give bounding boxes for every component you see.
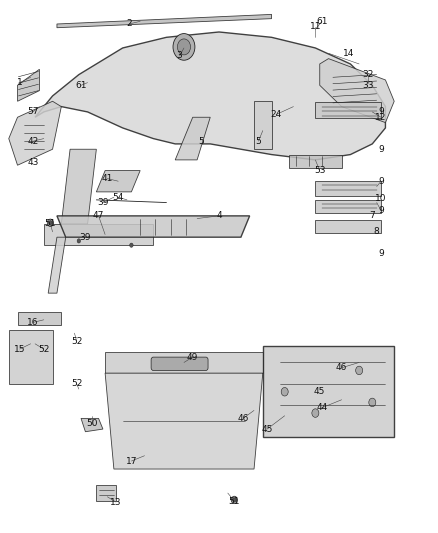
Text: 9: 9: [378, 206, 384, 215]
Circle shape: [233, 498, 236, 502]
Text: 57: 57: [27, 108, 39, 116]
Text: 39: 39: [80, 233, 91, 241]
Polygon shape: [105, 352, 263, 373]
Polygon shape: [315, 102, 381, 118]
Polygon shape: [289, 155, 342, 168]
Text: 5: 5: [198, 137, 205, 146]
FancyBboxPatch shape: [151, 357, 208, 370]
Text: 47: 47: [93, 212, 104, 220]
Text: 52: 52: [71, 337, 82, 345]
Text: 50: 50: [86, 419, 98, 428]
Polygon shape: [35, 32, 385, 160]
Text: 3: 3: [177, 52, 183, 60]
Circle shape: [77, 239, 81, 243]
Text: 16: 16: [27, 318, 39, 327]
Text: 46: 46: [336, 364, 347, 372]
Text: 61: 61: [316, 17, 328, 26]
Text: 12: 12: [375, 113, 387, 122]
Text: 8: 8: [374, 228, 380, 236]
Circle shape: [312, 409, 319, 417]
Polygon shape: [57, 216, 250, 237]
Polygon shape: [315, 220, 381, 233]
Circle shape: [177, 39, 191, 55]
Text: 2: 2: [127, 20, 132, 28]
Text: 42: 42: [27, 137, 39, 146]
Polygon shape: [254, 101, 272, 149]
Circle shape: [356, 366, 363, 375]
Text: 51: 51: [45, 220, 56, 228]
Text: 11: 11: [310, 22, 321, 31]
Polygon shape: [18, 312, 61, 325]
Polygon shape: [175, 117, 210, 160]
Polygon shape: [18, 69, 39, 101]
Circle shape: [47, 219, 53, 227]
Circle shape: [49, 221, 52, 225]
Text: 53: 53: [314, 166, 325, 175]
Text: 46: 46: [237, 414, 249, 423]
Polygon shape: [9, 330, 53, 384]
Text: 39: 39: [97, 198, 109, 207]
Text: 41: 41: [102, 174, 113, 183]
Text: 32: 32: [362, 70, 374, 79]
Text: 7: 7: [369, 212, 375, 220]
Polygon shape: [315, 181, 381, 196]
Polygon shape: [44, 224, 153, 245]
Text: 43: 43: [27, 158, 39, 167]
Text: 14: 14: [343, 49, 354, 58]
Text: 9: 9: [378, 145, 384, 154]
Polygon shape: [61, 149, 96, 224]
Text: 49: 49: [187, 353, 198, 361]
Text: 51: 51: [229, 497, 240, 505]
Text: 52: 52: [71, 379, 82, 388]
Text: 9: 9: [378, 108, 384, 116]
Circle shape: [369, 398, 376, 407]
Polygon shape: [48, 237, 66, 293]
Text: 5: 5: [255, 137, 261, 146]
Text: 15: 15: [14, 345, 25, 353]
Text: 45: 45: [314, 387, 325, 396]
Polygon shape: [263, 346, 394, 437]
Polygon shape: [9, 101, 61, 165]
Polygon shape: [96, 171, 140, 192]
Text: 4: 4: [216, 212, 222, 220]
Text: 54: 54: [113, 193, 124, 201]
Text: 10: 10: [375, 194, 387, 203]
Text: 9: 9: [378, 249, 384, 257]
Text: 24: 24: [270, 110, 282, 119]
Polygon shape: [96, 485, 116, 501]
Text: 61: 61: [75, 81, 87, 90]
Polygon shape: [57, 14, 272, 28]
Circle shape: [173, 34, 195, 60]
Text: 17: 17: [126, 457, 137, 465]
Polygon shape: [320, 59, 394, 123]
Circle shape: [281, 387, 288, 396]
Text: 9: 9: [378, 177, 384, 185]
Text: 44: 44: [316, 403, 328, 412]
Text: 13: 13: [110, 498, 122, 506]
Text: 45: 45: [261, 425, 273, 433]
Circle shape: [130, 243, 133, 247]
Polygon shape: [315, 200, 381, 213]
Polygon shape: [81, 418, 103, 432]
Circle shape: [231, 496, 237, 504]
Text: 33: 33: [362, 81, 374, 90]
Text: 1: 1: [17, 78, 23, 87]
Text: 52: 52: [38, 345, 49, 353]
Polygon shape: [105, 373, 263, 469]
